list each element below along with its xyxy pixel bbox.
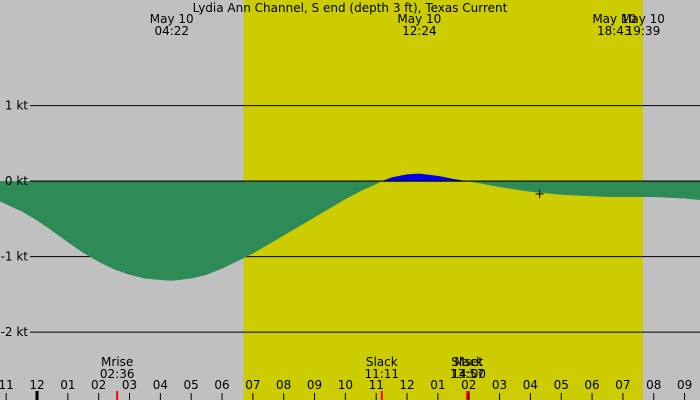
event-name: Mset (454, 355, 483, 369)
x-tick-label: 12 (29, 378, 44, 392)
x-tick-label: 03 (492, 378, 507, 392)
x-tick-label: 08 (646, 378, 661, 392)
x-tick-label: 09 (677, 378, 692, 392)
event-time: 11:11 (364, 367, 399, 381)
y-tick-label: -1 kt (1, 250, 29, 264)
x-axis-ticks: 11 12 01 02 03 04 05 06 07 08 09 10 11 12 01 02 03 04 05 06… (0, 378, 692, 400)
top-label-date: May 10 (397, 12, 441, 26)
x-tick-label: 05 (554, 378, 569, 392)
top-label-time: 19:39 (626, 24, 661, 38)
x-tick-label: 06 (584, 378, 599, 392)
x-tick-label: 12 (399, 378, 414, 392)
event-name: Slack (366, 355, 398, 369)
ebb-current-area (0, 181, 700, 281)
x-tick-label: 02 (91, 378, 106, 392)
top-label-time: 12:24 (402, 24, 437, 38)
x-tick-label: 09 (307, 378, 322, 392)
x-tick-label: 02 (461, 378, 476, 392)
x-tick-label: 01 (60, 378, 75, 392)
top-label-date: May 10 (150, 12, 194, 26)
event-name: Mrise (101, 355, 133, 369)
y-tick-label: 0 kt (5, 174, 28, 188)
event-name: Slack (451, 355, 483, 369)
x-tick-label: 08 (276, 378, 291, 392)
x-tick-label: 07 (245, 378, 260, 392)
x-tick-label: 11 (369, 378, 384, 392)
x-tick-label: 04 (523, 378, 538, 392)
event-time: 13:57 (450, 367, 485, 381)
y-tick-label: 1 kt (5, 99, 28, 113)
x-tick-label: 11 (0, 378, 14, 392)
x-tick-label: 01 (430, 378, 445, 392)
x-tick-label: 05 (184, 378, 199, 392)
x-tick-label: 06 (214, 378, 229, 392)
current-time-marker (30, 180, 700, 198)
top-label-time: 18:43 (597, 24, 632, 38)
top-label-date: May 10 (592, 12, 636, 26)
chart-title: Lydia Ann Channel, S end (depth 3 ft), T… (193, 1, 508, 15)
top-label-date: May 10 (621, 12, 665, 26)
top-label-time: 04:22 (154, 24, 189, 38)
y-tick-label: -2 kt (1, 325, 29, 339)
y-axis-labels: 1 kt 0 kt -1 kt -2 kt (1, 99, 29, 339)
x-tick-label: 04 (153, 378, 168, 392)
event-time: 14:00 (451, 367, 486, 381)
x-tick-label: 10 (338, 378, 353, 392)
x-tick-label: 03 (122, 378, 137, 392)
x-tick-label: 07 (615, 378, 630, 392)
event-time: 02:36 (100, 367, 135, 381)
